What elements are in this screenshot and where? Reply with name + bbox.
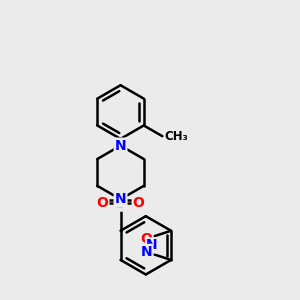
Text: N: N — [115, 192, 126, 206]
Text: CH₃: CH₃ — [165, 130, 188, 143]
Text: S: S — [115, 196, 126, 211]
Text: O: O — [133, 196, 145, 210]
Text: N: N — [115, 139, 126, 153]
Text: N: N — [141, 245, 152, 259]
Text: O: O — [141, 232, 153, 246]
Text: O: O — [97, 196, 108, 210]
Text: N: N — [146, 238, 158, 252]
